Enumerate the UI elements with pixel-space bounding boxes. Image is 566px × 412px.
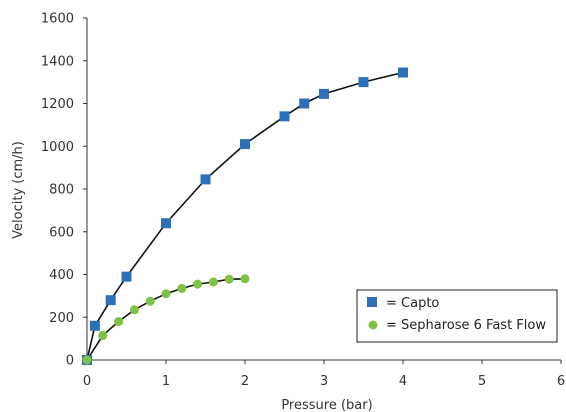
y-tick-label: 800 [49,183,74,198]
data-point-capto [279,111,290,122]
y-tick-label: 1600 [41,12,74,27]
y-tick-label: 1000 [41,140,74,155]
data-point-sepharose [82,355,92,365]
x-tick-label: 2 [241,374,249,389]
data-point-sepharose [208,277,218,287]
data-point-sepharose [177,283,187,293]
y-tick-label: 400 [49,268,74,283]
y-tick-label: 1400 [41,54,74,69]
data-point-capto [105,295,116,306]
data-point-sepharose [114,317,124,327]
data-point-capto [240,139,250,150]
x-tick-label: 5 [478,374,486,389]
x-tick-label: 6 [557,374,565,389]
ticks: 0 200 400 600 800 1000 1200 1400 1600 0 1 2 3 4 5 6 [41,12,565,390]
data-point-sepharose [224,274,234,284]
data-point-capto [161,218,171,229]
data-point-capto [358,77,369,88]
series-markers [82,67,408,365]
x-tick-label: 4 [399,374,407,389]
data-point-capto [121,271,132,282]
legend-capto-marker [367,297,377,307]
data-point-sepharose [161,289,171,299]
data-point-capto [89,320,100,331]
y-axis-title: Velocity (cm/h) [11,141,26,239]
legend-box [356,289,558,343]
data-point-sepharose [193,279,203,289]
x-tick-label: 1 [162,374,170,389]
data-point-sepharose [129,305,139,315]
data-point-sepharose [98,330,108,340]
data-point-sepharose [145,296,155,306]
x-tick-label: 0 [83,374,91,389]
series-lines [86,71,404,361]
y-tick-label: 0 [66,354,74,369]
y-tick-label: 200 [49,311,74,326]
legend-sepharose-marker [368,320,378,330]
data-point-capto [299,98,310,109]
x-axis-title: Pressure (bar) [281,398,372,412]
series-line-capto [86,71,404,361]
x-tick-label: 3 [320,374,328,389]
data-point-sepharose [240,274,250,284]
y-tick-label: 600 [49,225,74,240]
legend: = Capto = Sepharose 6 Fast Flow [356,289,558,343]
y-tick-label: 1200 [41,97,74,112]
data-point-capto [200,174,211,185]
data-point-capto [398,67,408,78]
legend-sepharose-label: = Sepharose 6 Fast Flow [386,318,546,333]
data-point-capto [319,88,329,99]
legend-capto-label: = Capto [386,296,439,311]
